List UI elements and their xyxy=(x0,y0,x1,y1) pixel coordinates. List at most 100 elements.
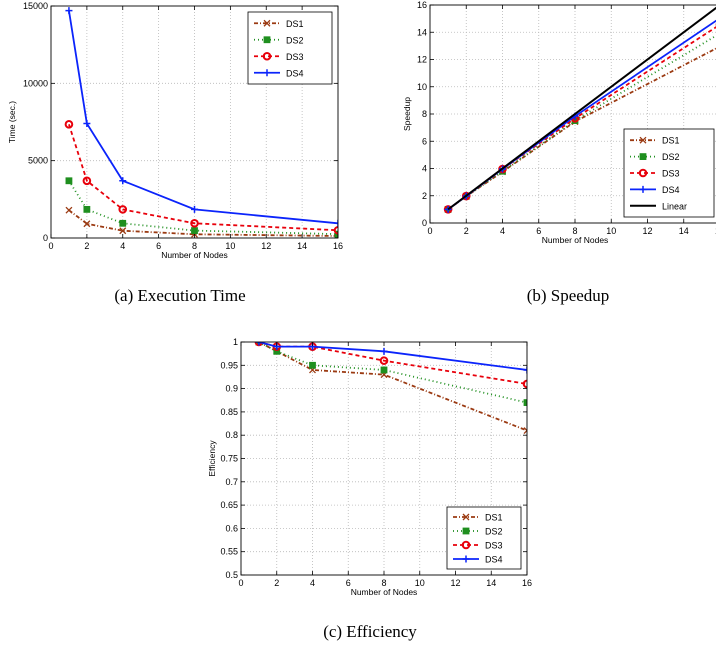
x-tick-label: 16 xyxy=(522,578,532,588)
data-point-ds3 xyxy=(379,356,389,365)
x-axis-label: Number of Nodes xyxy=(161,250,228,260)
y-tick-label: 0.8 xyxy=(225,430,238,440)
legend-marker-ds2 xyxy=(639,153,647,161)
legend-item-ds3: DS3 xyxy=(254,52,304,62)
caption-speedup: (b) Speedup xyxy=(526,286,610,305)
x-tick-label: 12 xyxy=(450,578,460,588)
data-point-ds2 xyxy=(309,361,316,369)
x-tick-label: 14 xyxy=(679,226,689,236)
x-tick-label: 4 xyxy=(310,578,315,588)
series-line-ds3 xyxy=(68,124,338,232)
legend-item-ds4: DS4 xyxy=(630,185,680,195)
y-tick-label: 0 xyxy=(422,218,427,228)
x-tick-label: 8 xyxy=(572,226,577,236)
y-tick-label: 10 xyxy=(417,82,427,92)
legend-item-ds4: DS4 xyxy=(254,68,304,78)
legend-label-ds3: DS3 xyxy=(286,52,304,62)
data-point-ds4 xyxy=(83,120,91,128)
x-tick-label: 8 xyxy=(192,241,197,251)
legend-label-ds3: DS3 xyxy=(662,169,680,179)
legend-item-ds2: DS2 xyxy=(453,527,503,537)
y-axis-label: Speedup xyxy=(402,97,412,131)
y-tick-label: 0.5 xyxy=(225,570,238,580)
legend-marker-ds4 xyxy=(462,555,470,563)
y-tick-label: 0.55 xyxy=(220,547,238,557)
y-tick-label: 10000 xyxy=(23,78,48,88)
legend-marker-ds4 xyxy=(263,69,271,77)
data-point-ds4 xyxy=(191,205,198,213)
series-line-ds2 xyxy=(258,342,527,404)
legend-item-ds3: DS3 xyxy=(453,541,503,551)
series-line-linear xyxy=(447,6,716,211)
x-tick-label: 0 xyxy=(427,226,432,236)
legend-marker-ds3 xyxy=(461,540,471,550)
data-point-ds2 xyxy=(523,399,527,406)
x-tick-label: 10 xyxy=(415,578,425,588)
data-point-ds2 xyxy=(65,177,73,185)
x-axis-label: Number of Nodes xyxy=(542,235,609,245)
y-tick-label: 0.6 xyxy=(225,523,238,533)
plot-area xyxy=(254,342,527,434)
legend: DS1 DS2 DS3 DS4 xyxy=(446,506,522,570)
x-tick-label: 14 xyxy=(297,241,307,251)
x-tick-label: 10 xyxy=(225,241,235,251)
legend-marker-ds2 xyxy=(462,527,470,535)
data-point-ds4 xyxy=(65,7,73,15)
x-tick-label: 8 xyxy=(381,578,386,588)
legend-item-ds1: DS1 xyxy=(453,513,503,523)
x-tick-label: 12 xyxy=(642,226,652,236)
series-line-ds1 xyxy=(258,342,527,432)
legend-label-ds4: DS4 xyxy=(662,185,680,195)
y-tick-label: 2 xyxy=(422,191,427,201)
y-axis-label: Efficiency xyxy=(207,440,217,477)
legend-item-ds3: DS3 xyxy=(630,169,680,179)
data-point-ds2 xyxy=(191,227,198,234)
legend-marker-ds4 xyxy=(639,185,647,193)
legend-label-ds2: DS2 xyxy=(662,152,680,162)
data-point-ds3 xyxy=(522,379,527,389)
data-point-ds1 xyxy=(83,220,91,228)
x-axis-label: Number of Nodes xyxy=(351,587,418,597)
speedup-chart: 0 2 4 6 8 10 12 14 16 0 2 4 6 8 10 12 14 16 Number of Node… xyxy=(402,0,716,245)
legend-label-ds2: DS2 xyxy=(485,527,503,537)
y-tick-label: 0.9 xyxy=(225,384,238,394)
legend-marker-ds3 xyxy=(638,168,648,178)
series-line-ds1 xyxy=(68,209,338,237)
y-axis-label: Time (sec.) xyxy=(7,101,17,143)
x-tick-label: 12 xyxy=(261,241,271,251)
y-tick-label: 0.65 xyxy=(220,500,238,510)
legend-label-ds1: DS1 xyxy=(286,19,304,29)
data-point-ds2 xyxy=(119,219,127,227)
legend-marker-ds1 xyxy=(639,136,647,144)
x-tick-label: 2 xyxy=(84,241,89,251)
legend-marker-ds1 xyxy=(263,19,271,27)
series-line-ds3 xyxy=(258,342,527,385)
x-tick-label: 2 xyxy=(464,226,469,236)
x-tick-label: 4 xyxy=(500,226,505,236)
efficiency-chart: 0 2 4 6 8 10 12 14 16 0.5 0.55 0.6 0.65 0.7 0.75 0.8 0.8… xyxy=(207,337,532,597)
data-point-ds4 xyxy=(523,366,527,374)
y-tick-label: 4 xyxy=(422,164,427,174)
data-point-ds2 xyxy=(380,366,388,374)
x-tick-label: 6 xyxy=(536,226,541,236)
y-tick-label: 0 xyxy=(43,233,48,243)
legend-item-ds1: DS1 xyxy=(254,19,304,29)
data-point-ds1 xyxy=(523,427,527,434)
series-line-ds4 xyxy=(258,342,527,371)
legend-item-linear: Linear xyxy=(630,201,687,211)
legend-label-ds4: DS4 xyxy=(485,555,503,565)
data-point-ds4 xyxy=(334,219,338,227)
caption-efficiency: (c) Efficiency xyxy=(323,622,417,641)
y-tick-label: 15000 xyxy=(23,1,48,11)
data-point-ds1 xyxy=(119,227,127,235)
data-point-ds3 xyxy=(190,219,199,228)
execution-time-chart: 0 2 4 6 8 10 12 14 16 0 5000 10000 15000 Number of No… xyxy=(7,1,343,260)
y-tick-label: 0.7 xyxy=(225,477,238,487)
x-tick-label: 16 xyxy=(333,241,343,251)
legend-marker-ds1 xyxy=(462,513,470,521)
data-point-ds3 xyxy=(118,205,128,214)
x-tick-label: 6 xyxy=(346,578,351,588)
legend-label-ds3: DS3 xyxy=(485,541,503,551)
data-point-ds3 xyxy=(64,120,74,129)
data-point-ds4 xyxy=(119,177,127,185)
